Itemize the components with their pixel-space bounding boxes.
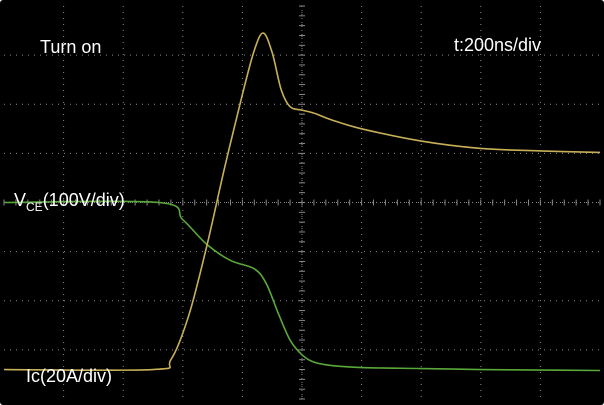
plot-title: Turn on (40, 37, 102, 57)
ic-channel-label: Ic(20A/div) (26, 366, 113, 386)
vce-label-scale: (100V/div) (42, 190, 125, 210)
vce-label-main: V (14, 190, 27, 210)
vce-label-subscript: CE (26, 200, 43, 214)
traces (3, 32, 601, 372)
vce-trace (3, 200, 601, 372)
vce-channel-label: VCE(100V/div) (14, 190, 125, 214)
graticule (3, 5, 601, 400)
ic-trace (3, 32, 601, 372)
timebase-label: t:200ns/div (454, 35, 542, 55)
